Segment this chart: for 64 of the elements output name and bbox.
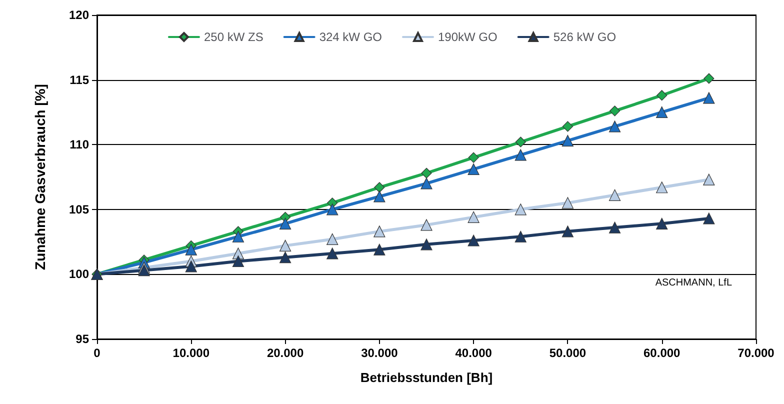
legend-label: 250 kW ZS [204, 30, 264, 44]
point [656, 106, 668, 118]
point [420, 219, 432, 231]
point [468, 163, 480, 176]
point [514, 204, 526, 216]
y-tick-label: 95 [76, 332, 90, 346]
point [374, 190, 386, 202]
y-tick-label: 100 [68, 267, 90, 282]
point [656, 218, 668, 230]
point [608, 120, 621, 132]
point [514, 149, 526, 161]
point [232, 230, 244, 242]
point [420, 178, 432, 190]
point [562, 121, 574, 132]
point [421, 168, 432, 178]
point [468, 234, 480, 246]
legend-label: 526 kW GO [553, 30, 616, 44]
point [703, 92, 715, 104]
point [608, 189, 621, 201]
y-tick-label: 110 [70, 138, 90, 152]
point [514, 230, 526, 242]
point [656, 90, 668, 101]
y-axis-title: Zunahme Gasverbrauch [%] [32, 84, 48, 270]
y-tick-label: 120 [68, 8, 90, 22]
point [279, 218, 292, 230]
x-tick-label: 30.000 [361, 346, 398, 360]
point [703, 174, 715, 186]
point [374, 226, 386, 238]
point [703, 212, 715, 224]
x-tick-label: 20.000 [266, 346, 304, 360]
x-tick-label: 60.000 [644, 346, 681, 360]
point [420, 238, 432, 250]
point [232, 255, 244, 268]
point [374, 182, 385, 193]
annotation: ASCHMANN, LfL [655, 278, 732, 288]
point [515, 136, 526, 148]
point [704, 73, 714, 84]
y-tick-label: 115 [70, 72, 90, 87]
point [609, 106, 620, 116]
point [562, 134, 574, 147]
y-tick-label: 105 [68, 202, 90, 216]
x-axis-title: Betriebsstunden [Bh] [360, 370, 493, 385]
legend-label: 190kW GO [438, 30, 498, 44]
point [468, 211, 480, 223]
point [562, 226, 574, 238]
x-tick-label: 10.000 [172, 346, 210, 360]
x-tick-label: 50.000 [549, 346, 586, 360]
point [326, 233, 338, 246]
point [326, 248, 338, 260]
point [656, 182, 668, 194]
point [608, 222, 621, 234]
point [185, 244, 197, 256]
x-tick-label: 40.000 [455, 346, 492, 360]
point [138, 264, 150, 276]
point [279, 252, 292, 264]
point [326, 204, 338, 216]
point [562, 197, 574, 209]
x-tick-label: 70.000 [738, 346, 775, 360]
point [468, 152, 479, 163]
point [374, 244, 386, 256]
point [279, 240, 292, 252]
legend-label: 324 kW GO [319, 30, 382, 44]
x-tick-label: 0 [94, 346, 101, 360]
point [185, 260, 197, 272]
